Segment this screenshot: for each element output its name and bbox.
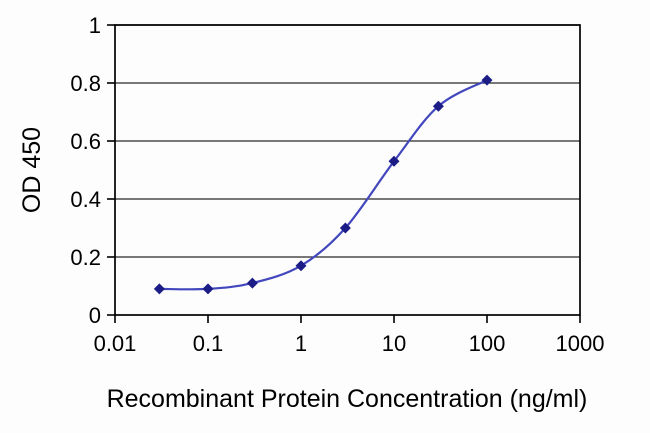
- x-tick-label: 1: [295, 331, 307, 356]
- y-tick-label: 0: [89, 303, 101, 328]
- plot-area: 0 0.2 0.4 0.6 0.8 1 0.01 0.1 1 10 100 1000: [70, 13, 604, 356]
- data-point: [295, 260, 307, 272]
- plot-border: [114, 24, 581, 316]
- x-axis-title: Recombinant Protein Concentration (ng/ml…: [107, 385, 588, 413]
- y-tick-label: 0.6: [70, 129, 101, 154]
- x-tick-label: 0.01: [94, 331, 137, 356]
- data-point: [153, 283, 165, 295]
- y-tick-label: 0.4: [70, 187, 101, 212]
- data-point: [202, 283, 214, 295]
- y-tick-label: 1: [89, 13, 101, 38]
- data-point: [432, 100, 444, 112]
- data-point: [481, 74, 493, 86]
- y-axis-title: OD 450: [18, 127, 46, 213]
- x-tick-label: 1000: [556, 331, 605, 356]
- x-tick-label: 100: [469, 331, 506, 356]
- x-tick-label: 10: [382, 331, 406, 356]
- y-tick-label: 0.2: [70, 245, 101, 270]
- data-point: [339, 222, 351, 234]
- data-point: [388, 155, 400, 167]
- y-tick-label: 0.8: [70, 71, 101, 96]
- data-line: [159, 79, 488, 291]
- x-tick-label: 0.1: [193, 331, 224, 356]
- data-point: [246, 277, 258, 289]
